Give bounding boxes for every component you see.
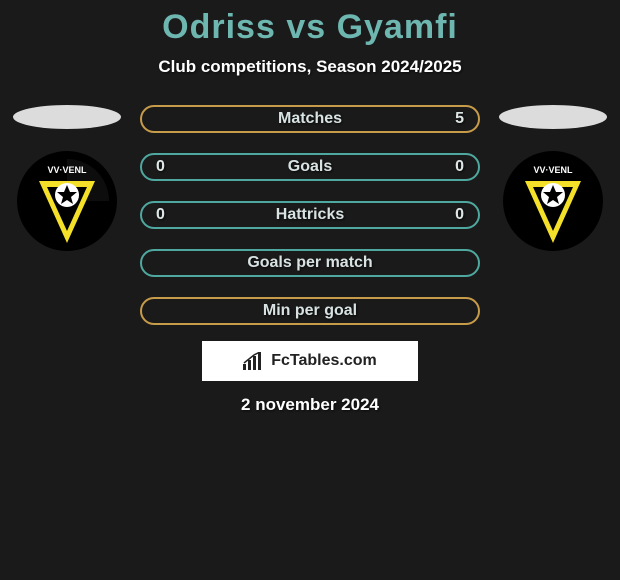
stat-row: 0 Hattricks 0 — [140, 201, 480, 229]
stat-row: Min per goal — [140, 297, 480, 325]
stat-label: Matches — [278, 110, 342, 128]
brand-text: FcTables.com — [271, 352, 377, 370]
stat-label: Hattricks — [276, 206, 344, 224]
stat-right-value: 0 — [424, 158, 464, 176]
right-player-side: VV·VENL — [498, 105, 608, 251]
right-club-badge: VV·VENL — [503, 151, 603, 251]
chart-icon — [243, 352, 265, 370]
left-badge-text: VV·VENL — [47, 165, 87, 175]
page-title: Odriss vs Gyamfi — [0, 8, 620, 47]
brand-box[interactable]: FcTables.com — [202, 341, 418, 381]
stat-row: 0 Goals 0 — [140, 153, 480, 181]
stat-left-value: 0 — [156, 158, 196, 176]
left-player-avatar — [13, 105, 121, 129]
stat-label: Min per goal — [263, 302, 357, 320]
stat-label: Goals per match — [247, 254, 372, 272]
stat-row: Matches 5 — [140, 105, 480, 133]
stat-right-value: 0 — [424, 206, 464, 224]
subtitle: Club competitions, Season 2024/2025 — [0, 57, 620, 77]
right-badge-text: VV·VENL — [533, 165, 573, 175]
left-club-badge: VV·VENL — [17, 151, 117, 251]
stat-label: Goals — [288, 158, 332, 176]
stat-row: Goals per match — [140, 249, 480, 277]
right-player-avatar — [499, 105, 607, 129]
date-text: 2 november 2024 — [0, 395, 620, 415]
comparison-layout: VV·VENL Matches 5 0 Goals 0 0 Hattricks 0 Goals … — [0, 105, 620, 325]
stats-list: Matches 5 0 Goals 0 0 Hattricks 0 Goals per matc… — [140, 105, 480, 325]
stat-left-value: 0 — [156, 206, 196, 224]
stat-right-value: 5 — [424, 110, 464, 128]
left-player-side: VV·VENL — [12, 105, 122, 251]
